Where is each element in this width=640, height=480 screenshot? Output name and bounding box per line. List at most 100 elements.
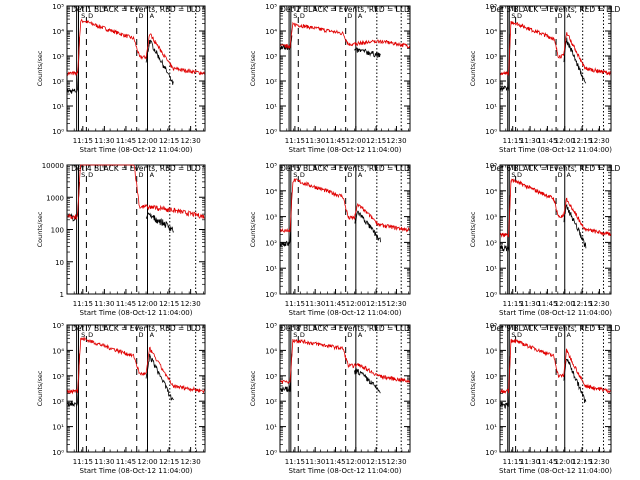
- x-tick-label: 11:15: [73, 458, 93, 466]
- panel-det-9: 10⁰10¹10²10³10⁴10⁵11:1511:3011:4512:0012…: [469, 322, 621, 475]
- panel-title: Det 1 BLACK = Events, RED = LLD: [71, 5, 201, 14]
- lld-series-line: [67, 18, 205, 77]
- events-series-line: [500, 33, 587, 92]
- events-series-line: [67, 353, 174, 408]
- x-tick-label: 12:00: [137, 137, 157, 145]
- x-tick-label: 11:45: [537, 137, 557, 145]
- x-axis-label: Start Time (08-Oct-12 11:04:00): [80, 467, 193, 475]
- flag-letter: D: [300, 12, 305, 20]
- x-axis-label: Start Time (08-Oct-12 11:04:00): [499, 309, 612, 317]
- lld-series-line: [500, 20, 611, 76]
- y-tick-label: 10: [55, 259, 64, 267]
- det-label: Det 7: [71, 324, 92, 333]
- x-tick-label: 12:30: [589, 300, 609, 308]
- events-series-line: [67, 181, 174, 233]
- x-tick-label: 11:15: [285, 458, 305, 466]
- flag-letter: D: [347, 171, 352, 179]
- det-label: Det 9: [491, 324, 512, 333]
- x-tick-label: 12:00: [555, 137, 575, 145]
- y-tick-label: 10⁵: [485, 162, 497, 170]
- lld-series-line: [500, 178, 611, 238]
- y-tick-label: 10³: [265, 53, 277, 61]
- plot-frame: [279, 5, 411, 132]
- x-tick-label: 11:30: [520, 137, 540, 145]
- y-tick-label: 10¹: [485, 265, 497, 273]
- x-tick-label: 12:30: [386, 300, 406, 308]
- x-tick-label: 11:30: [94, 300, 114, 308]
- x-tick-label: 11:30: [94, 137, 114, 145]
- lld-series-line: [280, 338, 410, 385]
- flag-letter: D: [138, 331, 143, 339]
- y-tick-label: 10¹: [52, 103, 64, 111]
- x-tick-label: 12:15: [572, 137, 592, 145]
- flag-letter: D: [347, 12, 352, 20]
- y-tick-label: 10⁰: [265, 128, 277, 136]
- flag-letter: D: [88, 12, 93, 20]
- x-tick-label: 11:45: [116, 458, 136, 466]
- x-axis-label: Start Time (08-Oct-12 11:04:00): [80, 309, 193, 317]
- panel-title: Det 9 BLACK = Events, RED = LLD: [491, 324, 621, 333]
- legend-text: BLACK = Events, RED = LLD: [511, 324, 620, 333]
- lld-series-line: [67, 164, 205, 220]
- y-axis-label: Counts/sec: [249, 50, 257, 86]
- y-axis-label: Counts/sec: [469, 50, 477, 86]
- legend-text: BLACK = Events, RED = LLD: [511, 164, 620, 173]
- flag-letter: S: [81, 12, 85, 20]
- x-tick-label: 11:15: [503, 458, 523, 466]
- lld-series-line: [500, 338, 611, 395]
- x-tick-label: 12:15: [159, 137, 179, 145]
- x-tick-label: 11:45: [116, 137, 136, 145]
- y-tick-label: 10¹: [265, 424, 277, 432]
- panel-title: Det 6 BLACK = Events, RED = LLD: [491, 164, 621, 173]
- plot-frame: [499, 164, 612, 295]
- x-tick-label: 12:30: [181, 458, 201, 466]
- x-tick-label: 11:30: [520, 300, 540, 308]
- x-axis-label: Start Time (08-Oct-12 11:04:00): [499, 467, 612, 475]
- flag-letter: D: [517, 331, 522, 339]
- x-tick-label: 12:00: [137, 300, 157, 308]
- x-tick-label: 12:30: [589, 137, 609, 145]
- y-tick-label: 10⁴: [485, 28, 497, 36]
- y-tick-label: 10²: [265, 78, 277, 86]
- y-tick-label: 10³: [52, 373, 64, 381]
- y-tick-label: 10⁰: [265, 291, 277, 299]
- x-tick-label: 11:45: [325, 458, 345, 466]
- flag-letter: A: [358, 171, 363, 179]
- x-tick-label: 12:30: [386, 458, 406, 466]
- y-tick-label: 10²: [485, 239, 497, 247]
- y-tick-label: 10000: [42, 162, 64, 170]
- y-tick-label: 10¹: [485, 424, 497, 432]
- flag-letter: S: [293, 331, 297, 339]
- y-tick-label: 10⁴: [265, 347, 277, 355]
- events-series-line: [280, 35, 381, 58]
- y-axis-label: Counts/sec: [469, 211, 477, 247]
- flag-letter: D: [300, 171, 305, 179]
- x-tick-label: 11:15: [73, 300, 93, 308]
- plot-frame: [66, 5, 206, 132]
- flag-letter: S: [81, 171, 85, 179]
- panel-title: Det 3 BLACK = Events, RED = LLD: [491, 5, 621, 14]
- panel-det-6: 10⁰10¹10²10³10⁴10⁵11:1511:3011:4512:0012…: [469, 162, 621, 317]
- y-tick-label: 10³: [265, 373, 277, 381]
- y-tick-label: 10²: [52, 398, 64, 406]
- flag-letter: D: [88, 171, 93, 179]
- y-tick-label: 1: [60, 291, 64, 299]
- lld-series-line: [67, 336, 205, 395]
- events-series-line: [67, 36, 174, 94]
- y-tick-label: 100: [51, 227, 64, 235]
- y-tick-label: 10⁰: [485, 128, 497, 136]
- y-tick-label: 10⁴: [265, 28, 277, 36]
- x-tick-label: 12:00: [346, 300, 366, 308]
- y-tick-label: 10⁵: [265, 322, 277, 330]
- flag-letter: S: [81, 331, 85, 339]
- x-tick-label: 12:15: [572, 300, 592, 308]
- y-tick-label: 10³: [52, 53, 64, 61]
- flag-letter: A: [150, 12, 155, 20]
- y-tick-label: 10¹: [485, 103, 497, 111]
- x-tick-label: 12:00: [555, 300, 575, 308]
- y-tick-label: 10²: [265, 398, 277, 406]
- y-tick-label: 10⁵: [485, 3, 497, 11]
- x-tick-label: 12:15: [366, 300, 386, 308]
